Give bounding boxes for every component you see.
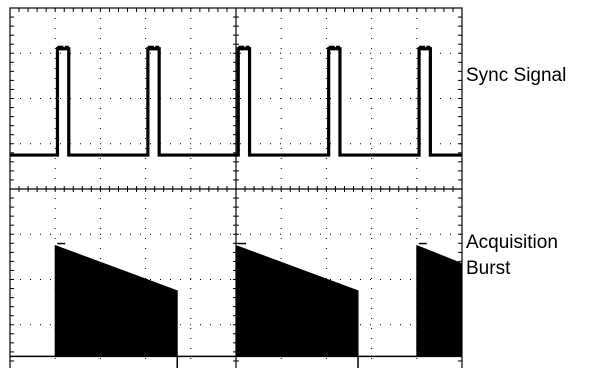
- acquisition-burst-label-line1: Acquisition: [466, 232, 558, 253]
- sync-signal-label: Sync Signal: [466, 65, 567, 86]
- sync-signal-trace: [10, 47, 462, 157]
- acquisition-burst: [54, 244, 178, 357]
- acquisition-burst: [235, 244, 359, 357]
- acquisition-burst: [416, 244, 463, 357]
- waveform-traces: [10, 45, 463, 368]
- acquisition-burst-label-line2: Burst: [466, 258, 511, 279]
